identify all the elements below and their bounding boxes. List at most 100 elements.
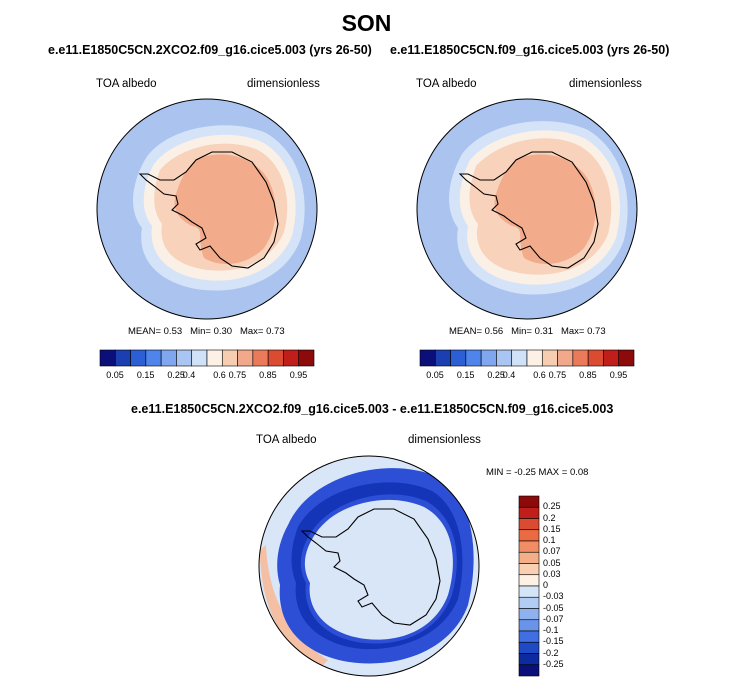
colorbar-swatch [618, 349, 635, 367]
colorbar-tick: 0.75 [548, 370, 567, 380]
colorbar-tick: 0.05 [543, 557, 561, 568]
colorbar-tick: -0.2 [543, 647, 559, 658]
colorbar-tick: 0.85 [579, 370, 597, 380]
colorbar-tick: 0.25 [167, 370, 185, 380]
colorbar-swatch [518, 495, 540, 508]
colorbar-tick: 0.03 [543, 568, 561, 579]
colorbar-tick: -0.15 [543, 636, 564, 647]
colorbar-tick: 0.15 [543, 523, 561, 534]
diff-max-label: MAX = [538, 467, 568, 478]
colorbar-swatch [518, 619, 540, 632]
panel1-mean-label: MEAN= [128, 326, 161, 337]
diff-units-label: dimensionless [408, 434, 481, 446]
panel1-stats: MEAN= 0.53 Min= 0.30 Max= 0.73 [128, 326, 285, 337]
colorbar-swatch [465, 349, 482, 367]
colorbar-tick: 0.1 [543, 535, 556, 545]
panel2-units-label: dimensionless [569, 78, 642, 90]
colorbar-tick: 0.95 [609, 370, 628, 380]
colorbar-tick: -0.07 [543, 613, 564, 624]
panel2-max-value: 0.73 [587, 326, 606, 337]
colorbar-tick: -0.05 [543, 602, 564, 613]
diff-polar-map [258, 455, 480, 677]
colorbar-tick: -0.25 [543, 658, 564, 669]
colorbar-swatch [206, 349, 223, 367]
panel2-polar-map [416, 98, 638, 320]
colorbar-swatch [99, 349, 116, 367]
season-title: SON [341, 10, 392, 36]
colorbar-tick: -0.03 [543, 591, 564, 602]
diff-colorbar [518, 495, 540, 677]
panel1-max-value: 0.73 [266, 326, 285, 337]
colorbar-swatch [130, 349, 147, 367]
panel2-mean-value: 0.56 [484, 326, 504, 337]
colorbar-tick: 0.07 [543, 546, 561, 557]
colorbar-swatch [518, 653, 540, 666]
panel2-stats: MEAN= 0.56 Min= 0.31 Max= 0.73 [449, 326, 606, 337]
colorbar-swatch [518, 529, 540, 542]
colorbar-tick: 0.2 [543, 512, 556, 523]
colorbar-swatch [496, 349, 513, 367]
colorbar-tick: -0.1 [543, 625, 559, 635]
colorbar-tick: 0.85 [259, 370, 277, 380]
colorbar-swatch [283, 349, 300, 367]
colorbar-swatch [572, 349, 589, 367]
colorbar-swatch [518, 551, 540, 564]
colorbar-swatch [298, 349, 315, 367]
colorbar-swatch [176, 349, 193, 367]
panel1-case-title: e.e11.E1850C5CN.2XCO2.f09_g16.cice5.003 … [48, 43, 372, 57]
panel1-units-label: dimensionless [247, 78, 320, 90]
colorbar-swatch [480, 349, 497, 367]
colorbar-swatch [450, 349, 467, 367]
colorbar-swatch [518, 563, 540, 576]
panel2-variable-label: TOA albedo [416, 78, 477, 90]
colorbar-tick: 0.95 [289, 370, 308, 380]
colorbar-swatch [518, 540, 540, 553]
colorbar-tick: 0.6 [213, 370, 226, 380]
colorbar-tick: 0.25 [543, 501, 561, 512]
colorbar-swatch [511, 349, 528, 367]
colorbar-swatch [518, 608, 540, 621]
colorbar-swatch [114, 349, 131, 367]
panel1-colorbar [99, 349, 315, 367]
colorbar-swatch [518, 518, 540, 531]
panel2-colorbar [419, 349, 635, 367]
colorbar-swatch [518, 596, 540, 609]
diff-stats: MIN = -0.25 MAX = 0.08 [486, 467, 588, 478]
panel1-variable-label: TOA albedo [96, 78, 157, 90]
diff-variable-label: TOA albedo [256, 434, 317, 446]
colorbar-swatch [221, 349, 238, 367]
panel2-min-label: Min= [511, 326, 532, 337]
panel1-max-label: Max= [239, 326, 264, 337]
colorbar-swatch [526, 349, 543, 367]
colorbar-swatch [160, 349, 177, 367]
colorbar-tick: 0.6 [533, 370, 546, 380]
panel2-max-label: Max= [560, 326, 585, 337]
colorbar-swatch [518, 630, 540, 643]
colorbar-swatch [541, 349, 558, 367]
colorbar-tick: 0.15 [456, 370, 475, 380]
colorbar-tick: 0.05 [426, 370, 444, 380]
panel1-min-value: 0.30 [213, 326, 233, 337]
diff-case-title: e.e11.E1850C5CN.2XCO2.f09_g16.cice5.003 … [131, 402, 614, 416]
colorbar-tick: 0.4 [502, 370, 516, 380]
panel1-mean-value: 0.53 [163, 326, 183, 337]
diff-min-label: MIN = [486, 467, 512, 478]
panel1-min-label: Min= [190, 326, 211, 337]
colorbar-swatch [587, 349, 604, 367]
colorbar-swatch [267, 349, 284, 367]
panel2-mean-label: MEAN= [449, 326, 482, 337]
colorbar-swatch [518, 585, 540, 598]
colorbar-swatch [237, 349, 254, 367]
colorbar-swatch [434, 349, 451, 367]
colorbar-swatch [518, 574, 540, 587]
colorbar-tick: 0 [543, 580, 549, 590]
panel2-case-title: e.e11.E1850C5CN.f09_g16.cice5.003 (yrs 2… [390, 43, 670, 57]
panel2-min-value: 0.31 [534, 326, 554, 337]
colorbar-swatch [518, 506, 540, 519]
colorbar-swatch [518, 664, 540, 677]
colorbar-tick: 0.4 [182, 370, 196, 380]
colorbar-swatch [252, 349, 269, 367]
colorbar-tick: 0.05 [106, 370, 124, 380]
diff-max-value: 0.08 [569, 467, 589, 478]
panel1-polar-map [96, 98, 318, 320]
